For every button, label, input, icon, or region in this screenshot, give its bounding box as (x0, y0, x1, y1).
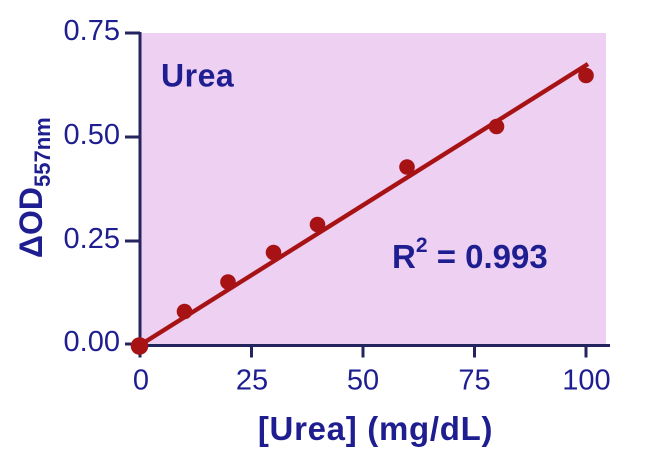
svg-text:0: 0 (133, 365, 149, 397)
svg-text:ΔOD557nm: ΔOD557nm (13, 117, 55, 258)
svg-text:50: 50 (347, 365, 379, 397)
svg-text:100: 100 (562, 365, 610, 397)
svg-text:R2 = 0.993: R2 = 0.993 (392, 234, 548, 275)
svg-text:75: 75 (458, 365, 490, 397)
svg-text:0.00: 0.00 (64, 326, 120, 358)
svg-text:25: 25 (236, 365, 268, 397)
svg-text:[Urea] (mg/dL): [Urea] (mg/dL) (258, 410, 493, 447)
svg-text:Urea: Urea (161, 58, 234, 94)
svg-text:0.75: 0.75 (64, 15, 120, 47)
svg-text:0.25: 0.25 (64, 223, 120, 255)
svg-text:0.50: 0.50 (64, 119, 120, 151)
